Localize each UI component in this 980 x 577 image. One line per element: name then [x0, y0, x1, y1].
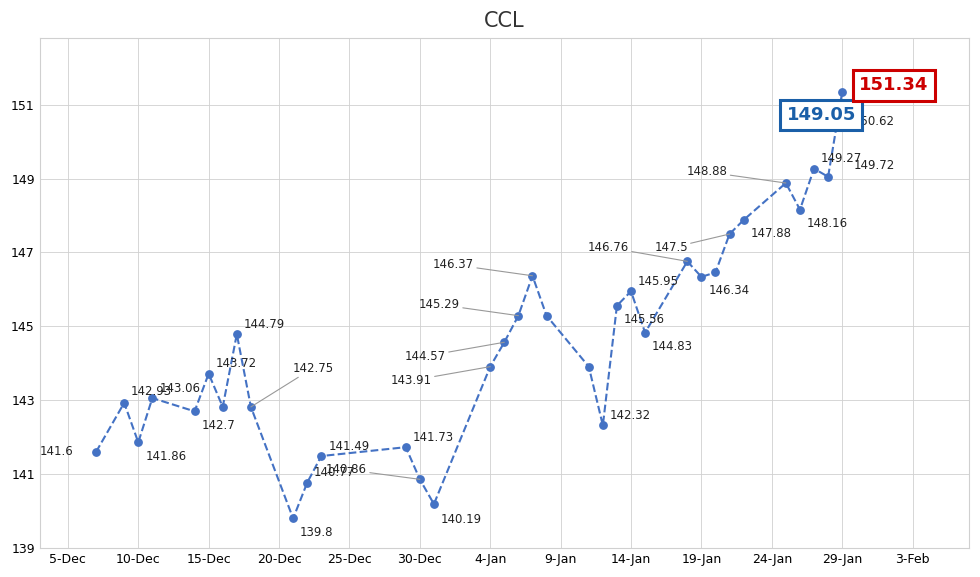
Point [694, 272, 710, 282]
Point [834, 88, 850, 97]
Text: 145.56: 145.56 [624, 313, 664, 326]
Text: 142.75: 142.75 [251, 362, 333, 407]
Point [736, 215, 752, 224]
Point [820, 172, 836, 181]
Text: 147.5: 147.5 [655, 234, 729, 254]
Point [623, 287, 639, 296]
Text: 149.05: 149.05 [787, 106, 856, 124]
Point [299, 478, 315, 487]
Text: 145.29: 145.29 [418, 298, 518, 316]
Point [708, 268, 723, 277]
Text: 143.72: 143.72 [216, 357, 257, 370]
Text: 142.32: 142.32 [610, 409, 651, 422]
Point [187, 407, 203, 416]
Point [314, 451, 329, 460]
Text: 148.16: 148.16 [807, 217, 848, 230]
Text: 144.79: 144.79 [244, 318, 285, 331]
Point [215, 402, 230, 411]
Point [610, 301, 625, 310]
Point [792, 205, 808, 214]
Text: 150.97: 150.97 [854, 89, 895, 103]
Text: 141.86: 141.86 [145, 449, 186, 463]
Text: 144.83: 144.83 [652, 340, 693, 353]
Text: 144.57: 144.57 [405, 342, 505, 363]
Text: 142.93: 142.93 [131, 385, 172, 398]
Point [497, 338, 513, 347]
Point [130, 438, 146, 447]
Text: 146.34: 146.34 [709, 284, 750, 297]
Point [144, 394, 160, 403]
Point [482, 362, 498, 371]
Point [539, 311, 555, 320]
Point [511, 311, 526, 320]
Text: 141.73: 141.73 [413, 431, 454, 444]
Text: 143.06: 143.06 [160, 382, 200, 395]
Text: 146.37: 146.37 [433, 258, 532, 276]
Point [229, 329, 245, 339]
Text: 149.72: 149.72 [854, 159, 895, 173]
Text: 140.19: 140.19 [441, 513, 482, 526]
Text: 140.86: 140.86 [326, 463, 419, 479]
Text: 147.88: 147.88 [751, 227, 792, 241]
Text: 145.95: 145.95 [638, 275, 679, 288]
Text: 143.91: 143.91 [391, 366, 490, 387]
Text: 150.62: 150.62 [854, 115, 895, 128]
Point [426, 500, 442, 509]
Point [807, 164, 822, 173]
Text: 141.6: 141.6 [40, 445, 74, 459]
Text: 142.7: 142.7 [202, 419, 235, 432]
Text: 146.76: 146.76 [588, 241, 687, 261]
Point [398, 443, 414, 452]
Point [201, 369, 217, 379]
Text: 151.34: 151.34 [858, 76, 928, 94]
Point [412, 475, 427, 484]
Text: 141.49: 141.49 [328, 440, 369, 453]
Point [243, 402, 259, 411]
Text: 148.88: 148.88 [687, 166, 786, 183]
Text: 139.8: 139.8 [300, 526, 333, 539]
Point [117, 398, 132, 407]
Point [679, 257, 695, 266]
Point [285, 514, 301, 523]
Point [581, 362, 597, 371]
Point [524, 271, 540, 280]
Point [637, 328, 653, 338]
Text: 140.77: 140.77 [315, 466, 356, 479]
Title: CCL: CCL [484, 11, 524, 31]
Point [778, 178, 794, 188]
Point [88, 447, 104, 456]
Text: 149.27: 149.27 [821, 152, 862, 166]
Point [595, 421, 611, 430]
Point [721, 230, 737, 239]
